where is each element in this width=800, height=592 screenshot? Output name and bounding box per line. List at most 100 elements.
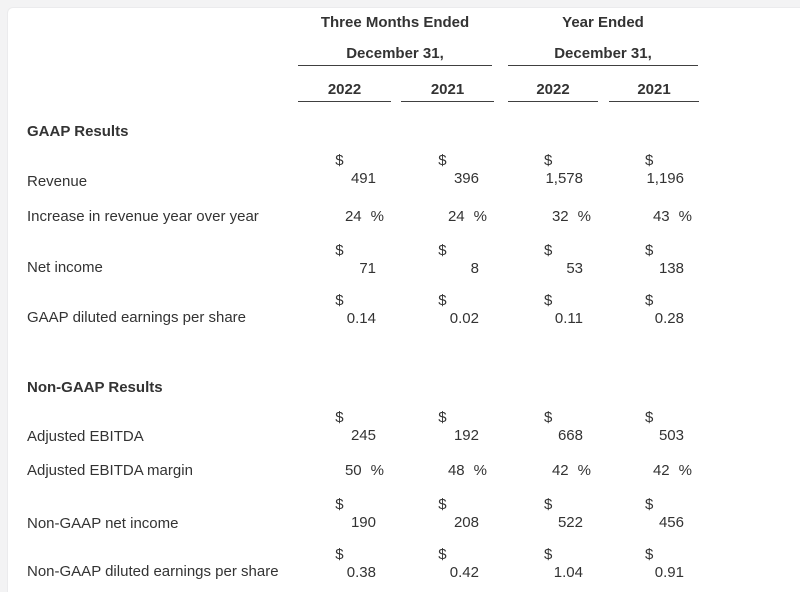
- column-group-three-months: Three Months Ended December 31,: [298, 14, 492, 66]
- dollar-sign: $: [438, 152, 447, 169]
- money-cell: $ 0.42: [401, 546, 494, 584]
- row-label-revenue: Revenue: [27, 173, 88, 190]
- dollar-sign: $: [438, 409, 447, 426]
- cell-value: 0.11: [554, 310, 583, 327]
- money-cell: $ 0.38: [298, 546, 391, 584]
- cell-value: 71: [359, 260, 376, 277]
- cell-value: 668: [557, 427, 583, 444]
- cell-value: 0.42: [449, 564, 479, 581]
- money-cell: $ 0.02: [401, 292, 494, 330]
- cell-value: 43: [652, 208, 670, 225]
- section-title-non-gaap: Non-GAAP Results: [27, 379, 163, 396]
- percent-sign: %: [678, 208, 692, 225]
- dollar-sign: $: [335, 409, 344, 426]
- money-cell: $ 192: [401, 409, 494, 447]
- percent-sign: %: [473, 208, 487, 225]
- dollar-sign: $: [544, 292, 553, 309]
- cell-value: 1,578: [545, 170, 583, 187]
- row-label-adjusted-ebitda: Adjusted EBITDA: [27, 428, 144, 445]
- section-title-gaap: GAAP Results: [27, 123, 129, 140]
- dollar-sign: $: [645, 292, 654, 309]
- money-cell: $ 0.28: [609, 292, 699, 330]
- cell-value: 0.28: [654, 310, 684, 327]
- cell-value: 42: [551, 462, 569, 479]
- percent-cell: 32%: [508, 208, 598, 226]
- row-label-net-income: Net income: [27, 259, 103, 276]
- dollar-sign: $: [645, 496, 654, 513]
- money-cell: $ 456: [609, 496, 699, 534]
- dollar-sign: $: [335, 242, 344, 259]
- money-cell: $ 396: [401, 152, 494, 190]
- year-header-2022-fy: 2022: [508, 82, 598, 102]
- percent-sign: %: [473, 462, 487, 479]
- row-label-non-gaap-eps: Non-GAAP diluted earnings per share: [27, 563, 279, 580]
- percent-sign: %: [370, 462, 384, 479]
- percent-cell: 50%: [298, 462, 391, 480]
- dollar-sign: $: [335, 292, 344, 309]
- financial-results-table: Three Months Ended December 31, Year End…: [7, 7, 800, 592]
- money-cell: $ 0.11: [508, 292, 598, 330]
- dollar-sign: $: [645, 409, 654, 426]
- cell-value: 245: [350, 427, 376, 444]
- dollar-sign: $: [544, 496, 553, 513]
- money-cell: $ 71: [298, 242, 391, 280]
- money-cell: $ 53: [508, 242, 598, 280]
- percent-cell: 24%: [298, 208, 391, 226]
- year-header-2021-q: 2021: [401, 82, 494, 102]
- cell-value: 456: [658, 514, 684, 531]
- cell-value: 24: [344, 208, 362, 225]
- dollar-sign: $: [645, 242, 654, 259]
- column-group-year-ended: Year Ended December 31,: [508, 14, 698, 66]
- row-label-non-gaap-net-income: Non-GAAP net income: [27, 515, 179, 532]
- dollar-sign: $: [335, 496, 344, 513]
- column-group-title: Year Ended: [562, 14, 644, 31]
- cell-value: 522: [557, 514, 583, 531]
- percent-cell: 24%: [401, 208, 494, 226]
- row-label-gaap-eps: GAAP diluted earnings per share: [27, 309, 247, 326]
- cell-value: 138: [658, 260, 684, 277]
- money-cell: $ 0.14: [298, 292, 391, 330]
- money-cell: $ 190: [298, 496, 391, 534]
- percent-cell: 42%: [609, 462, 699, 480]
- cell-value: 42: [652, 462, 670, 479]
- cell-value: 208: [453, 514, 479, 531]
- cell-value: 1,196: [646, 170, 684, 187]
- dollar-sign: $: [438, 292, 447, 309]
- dollar-sign: $: [335, 152, 344, 169]
- dollar-sign: $: [438, 546, 447, 563]
- money-cell: $ 503: [609, 409, 699, 447]
- column-group-subtitle: December 31,: [554, 45, 652, 62]
- row-label-revenue-increase: Increase in revenue year over year: [27, 208, 259, 225]
- row-label-ebitda-margin: Adjusted EBITDA margin: [27, 462, 193, 479]
- money-cell: $ 1,578: [508, 152, 598, 190]
- dollar-sign: $: [544, 409, 553, 426]
- dollar-sign: $: [645, 152, 654, 169]
- percent-cell: 42%: [508, 462, 598, 480]
- cell-value: 491: [350, 170, 376, 187]
- dollar-sign: $: [645, 546, 654, 563]
- cell-value: 1.04: [553, 564, 583, 581]
- column-group-subtitle: December 31,: [346, 45, 444, 62]
- dollar-sign: $: [438, 242, 447, 259]
- money-cell: $ 491: [298, 152, 391, 190]
- cell-value: 0.14: [346, 310, 376, 327]
- percent-sign: %: [678, 462, 692, 479]
- money-cell: $ 668: [508, 409, 598, 447]
- money-cell: $ 8: [401, 242, 494, 280]
- cell-value: 32: [551, 208, 569, 225]
- cell-value: 0.91: [654, 564, 684, 581]
- percent-sign: %: [577, 462, 591, 479]
- money-cell: $ 0.91: [609, 546, 699, 584]
- cell-value: 50: [344, 462, 362, 479]
- money-cell: $ 208: [401, 496, 494, 534]
- percent-sign: %: [577, 208, 591, 225]
- dollar-sign: $: [544, 152, 553, 169]
- year-header-2021-fy: 2021: [609, 82, 699, 102]
- percent-sign: %: [370, 208, 384, 225]
- cell-value: 503: [658, 427, 684, 444]
- cell-value: 0.02: [449, 310, 479, 327]
- percent-cell: 48%: [401, 462, 494, 480]
- cell-value: 396: [453, 170, 479, 187]
- cell-value: 0.38: [346, 564, 376, 581]
- cell-value: 48: [447, 462, 465, 479]
